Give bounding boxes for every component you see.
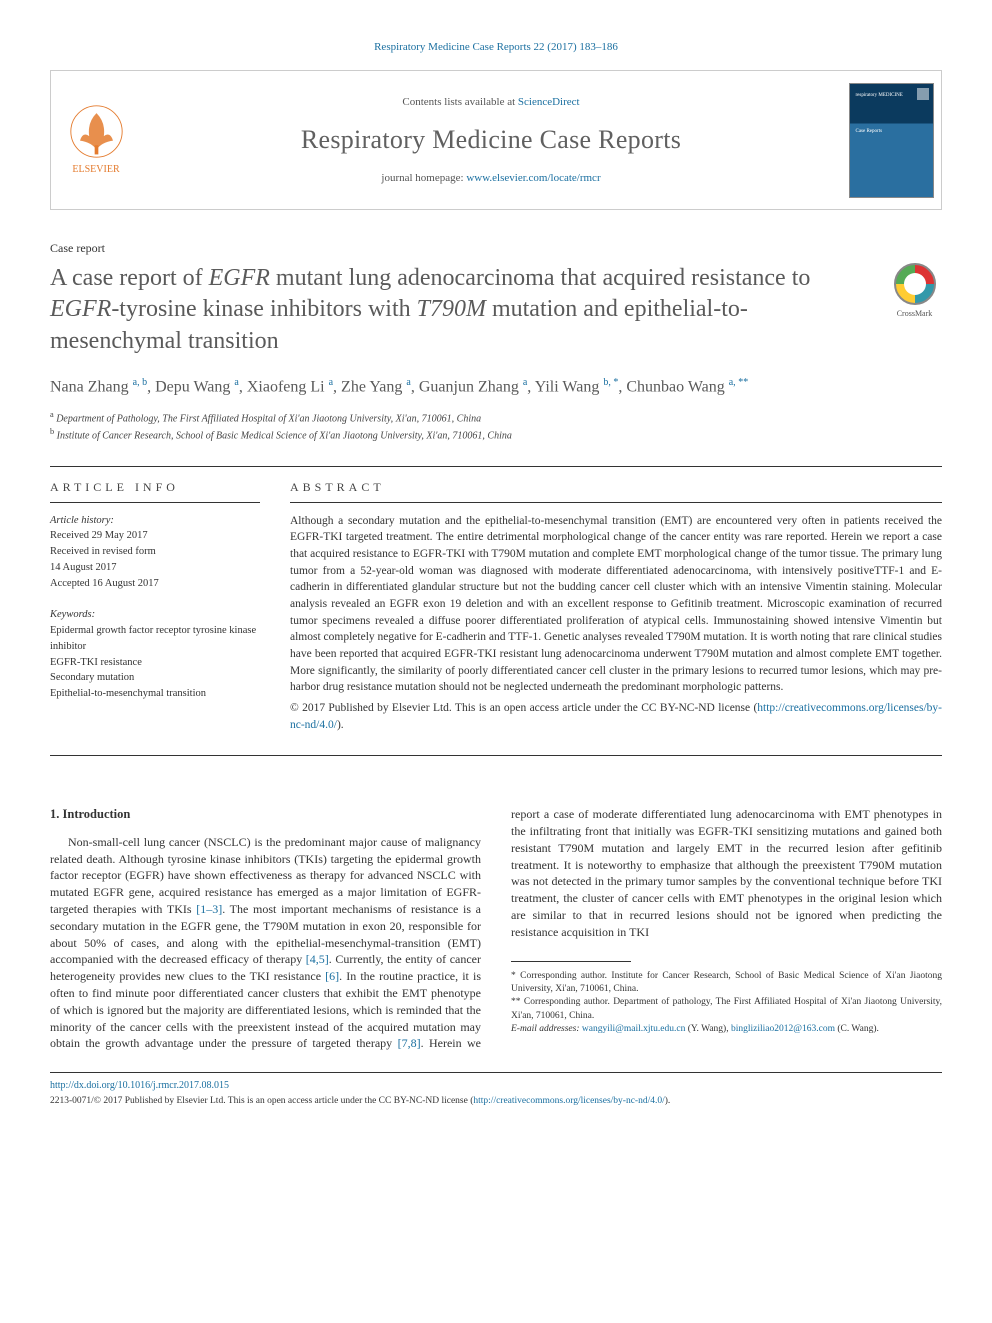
homepage-prefix: journal homepage: — [381, 172, 466, 184]
top-citation: Respiratory Medicine Case Reports 22 (20… — [50, 40, 942, 55]
history-line: 14 August 2017 — [50, 560, 260, 576]
keyword: Secondary mutation — [50, 670, 260, 686]
abstract-heading: ABSTRACT — [290, 479, 942, 503]
title-row: A case report of EGFR mutant lung adenoc… — [50, 263, 942, 357]
affiliation-b: b Institute of Cancer Research, School o… — [50, 426, 942, 443]
divider — [50, 466, 942, 467]
affiliations: a Department of Pathology, The First Aff… — [50, 409, 942, 444]
cover-subtitle: Case Reports — [856, 128, 883, 135]
journal-info: Contents lists available at ScienceDirec… — [141, 71, 841, 209]
keyword: Epithelial-to-mesenchymal transition — [50, 686, 260, 702]
reference-link[interactable]: [7,8] — [398, 1036, 421, 1050]
article-info: ARTICLE INFO Article history: Received 2… — [50, 479, 260, 734]
reference-link[interactable]: [4,5] — [306, 952, 329, 966]
body-text: 1. Introduction Non-small-cell lung canc… — [50, 806, 942, 1052]
email-owner: (C. Wang). — [835, 1024, 879, 1034]
history-line: Received 29 May 2017 — [50, 528, 260, 544]
section-heading: 1. Introduction — [50, 806, 481, 824]
copyright-close: ). — [337, 719, 344, 731]
copyright-prefix: 2213-0071/© 2017 Published by Elsevier L… — [50, 1096, 473, 1106]
article-title: A case report of EGFR mutant lung adenoc… — [50, 263, 867, 357]
doi-line: http://dx.doi.org/10.1016/j.rmcr.2017.08… — [50, 1079, 942, 1093]
contents-line: Contents lists available at ScienceDirec… — [402, 95, 579, 110]
corresponding-author-note: ** Corresponding author. Department of p… — [511, 996, 942, 1023]
email-label: E-mail addresses: — [511, 1024, 582, 1034]
keyword: Epidermal growth factor receptor tyrosin… — [50, 623, 260, 655]
reference-link[interactable]: [1–3] — [196, 902, 222, 916]
history-line: Accepted 16 August 2017 — [50, 576, 260, 592]
divider — [50, 755, 942, 756]
elsevier-label: ELSEVIER — [72, 163, 119, 177]
page: Respiratory Medicine Case Reports 22 (20… — [0, 0, 992, 1148]
cover-title: respiratory MEDICINE — [856, 92, 903, 99]
keyword: EGFR-TKI resistance — [50, 655, 260, 671]
info-abstract-row: ARTICLE INFO Article history: Received 2… — [50, 479, 942, 734]
journal-homepage-link[interactable]: www.elsevier.com/locate/rmcr — [466, 172, 600, 184]
reference-link[interactable]: [6] — [325, 969, 339, 983]
abstract-text: Although a secondary mutation and the ep… — [290, 513, 942, 696]
authors-list: Nana Zhang a, b, Depu Wang a, Xiaofeng L… — [50, 375, 942, 399]
footnotes-block: * Corresponding author. Institute for Ca… — [511, 961, 942, 1036]
footnotes: * Corresponding author. Institute for Ca… — [511, 970, 942, 1036]
sciencedirect-link[interactable]: ScienceDirect — [518, 96, 580, 108]
copyright-text: © 2017 Published by Elsevier Ltd. This i… — [290, 702, 757, 714]
copyright-close: ). — [665, 1096, 671, 1106]
email-addresses: E-mail addresses: wangyili@mail.xjtu.edu… — [511, 1023, 942, 1036]
doi-link[interactable]: http://dx.doi.org/10.1016/j.rmcr.2017.08… — [50, 1080, 229, 1091]
cover-thumbnail-icon: respiratory MEDICINE Case Reports — [849, 83, 934, 198]
bottom-copyright: 2213-0071/© 2017 Published by Elsevier L… — [50, 1095, 942, 1108]
elsevier-logo-block: ELSEVIER — [51, 71, 141, 209]
abstract: ABSTRACT Although a secondary mutation a… — [290, 479, 942, 734]
affiliation-a: a Department of Pathology, The First Aff… — [50, 409, 942, 426]
journal-cover: respiratory MEDICINE Case Reports — [841, 71, 941, 209]
history-label: Article history: — [50, 513, 260, 529]
contents-prefix: Contents lists available at — [402, 96, 517, 108]
corresponding-author-note: * Corresponding author. Institute for Ca… — [511, 970, 942, 997]
crossmark-label: CrossMark — [897, 309, 933, 318]
history-line: Received in revised form — [50, 544, 260, 560]
email-owner: (Y. Wang), — [685, 1024, 731, 1034]
document-type: Case report — [50, 240, 942, 257]
crossmark-widget[interactable]: CrossMark — [887, 263, 942, 319]
article-info-heading: ARTICLE INFO — [50, 479, 260, 503]
keywords-label: Keywords: — [50, 607, 260, 623]
article-history: Article history: Received 29 May 2017 Re… — [50, 513, 260, 592]
homepage-line: journal homepage: www.elsevier.com/locat… — [381, 171, 600, 186]
license-link[interactable]: http://creativecommons.org/licenses/by-n… — [473, 1096, 664, 1106]
journal-header: ELSEVIER Contents lists available at Sci… — [50, 70, 942, 210]
elsevier-tree-icon — [69, 104, 124, 159]
keywords-block: Keywords: Epidermal growth factor recept… — [50, 607, 260, 702]
email-link[interactable]: bingliziliao2012@163.com — [731, 1024, 835, 1034]
crossmark-badge-icon — [894, 263, 936, 305]
email-link[interactable]: wangyili@mail.xjtu.edu.cn — [582, 1024, 685, 1034]
abstract-license: © 2017 Published by Elsevier Ltd. This i… — [290, 700, 942, 733]
footnote-rule — [511, 961, 631, 962]
journal-name: Respiratory Medicine Case Reports — [301, 122, 681, 158]
bottom-rule — [50, 1072, 942, 1073]
